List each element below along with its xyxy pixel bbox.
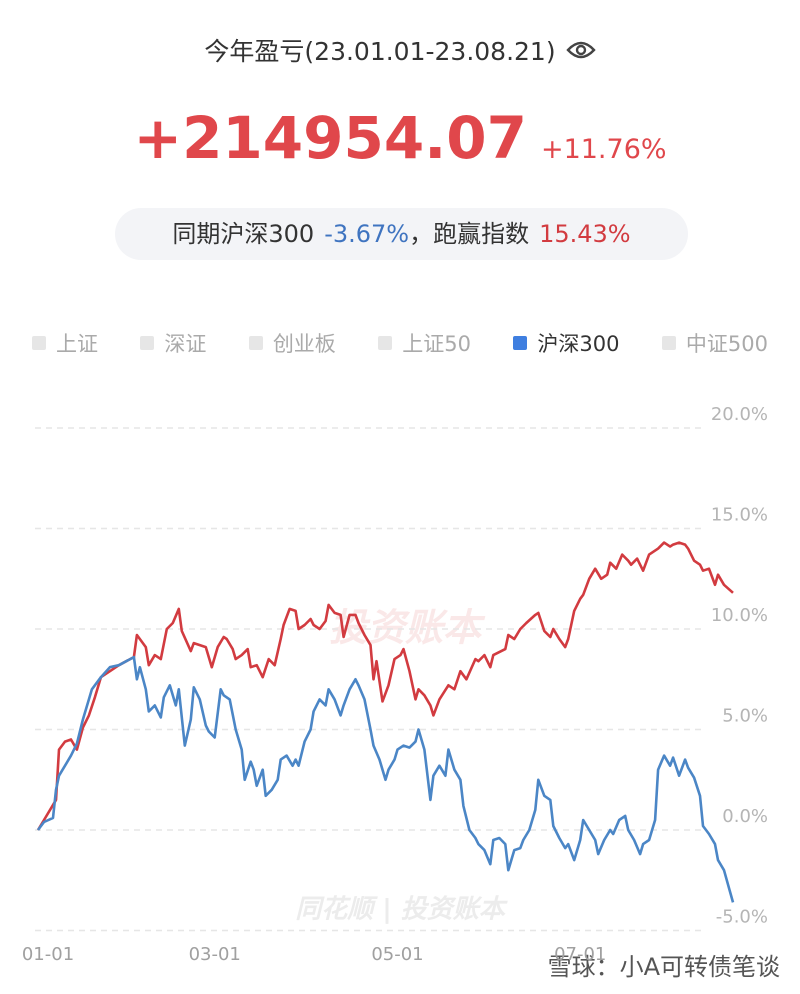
excess-pct: 15.43% bbox=[539, 220, 631, 248]
plot: -5.0% 0.0% 5.0% 10.0% 15.0% 20.0% 01-01 03-01 05… bbox=[22, 404, 768, 965]
watermark: 同花顺 | 投资账本 bbox=[295, 895, 509, 925]
y-tick-label: 15.0% bbox=[711, 505, 768, 526]
y-tick-label: 5.0% bbox=[722, 706, 768, 727]
legend-swatch bbox=[32, 336, 46, 350]
y-tick-label: 10.0% bbox=[711, 605, 768, 626]
legend: 上证 深证 创业板 上证50 沪深300 中证500 bbox=[32, 328, 768, 358]
legend-swatch bbox=[378, 336, 393, 350]
y-tick-label: 0.0% bbox=[722, 806, 768, 827]
legend-item[interactable]: 中证500 bbox=[661, 328, 768, 358]
header-title: 今年盈亏(23.01.01-23.08.21) bbox=[0, 32, 800, 68]
y-tick-label: 20.0% bbox=[711, 404, 768, 425]
legend-swatch bbox=[248, 336, 263, 350]
legend-swatch bbox=[661, 336, 676, 350]
legend-label: 深证 bbox=[164, 332, 207, 356]
legend-item[interactable]: 上证 bbox=[32, 328, 98, 358]
legend-label: 沪深300 bbox=[537, 332, 620, 356]
compare-pill: 同期沪深300 -3.67%，跑赢指数 15.43% bbox=[115, 208, 688, 260]
x-tick-label: 07-01 bbox=[554, 944, 606, 965]
eye-icon[interactable] bbox=[565, 39, 596, 61]
profit-pct: +11.76% bbox=[540, 134, 667, 165]
legend-item[interactable]: 创业板 bbox=[248, 328, 336, 358]
legend-label: 中证500 bbox=[685, 332, 768, 356]
legend-item[interactable]: 上证50 bbox=[378, 328, 471, 358]
x-tick-label: 01-01 bbox=[22, 944, 74, 965]
title-text: 今年盈亏(23.01.01-23.08.21) bbox=[204, 37, 556, 66]
legend-label: 上证 bbox=[56, 332, 98, 356]
x-tick-label: 05-01 bbox=[371, 944, 423, 965]
compare-prefix: 同期沪深300 bbox=[172, 220, 315, 248]
profit: +214954.07 bbox=[133, 104, 527, 172]
legend-item[interactable]: 深证 bbox=[140, 328, 206, 358]
index-pct: -3.67% bbox=[324, 220, 410, 248]
legend-swatch bbox=[513, 336, 528, 350]
legend-label: 创业板 bbox=[272, 332, 336, 356]
line bbox=[36, 655, 735, 903]
line bbox=[36, 541, 734, 831]
profit-row: +214954.07 +11.76% bbox=[0, 104, 800, 172]
legend-item[interactable]: 沪深300 bbox=[513, 328, 619, 358]
y-tick-label: -5.0% bbox=[716, 907, 768, 928]
watermark: 雪球：小A可转债笔谈 bbox=[548, 953, 780, 981]
x-tick-label: 03-01 bbox=[189, 944, 241, 965]
watermark: 投资账本 bbox=[329, 606, 486, 650]
legend-swatch bbox=[140, 336, 155, 350]
legend-label: 上证50 bbox=[402, 332, 471, 356]
compare-mid: ，跑赢指数 bbox=[409, 220, 530, 248]
